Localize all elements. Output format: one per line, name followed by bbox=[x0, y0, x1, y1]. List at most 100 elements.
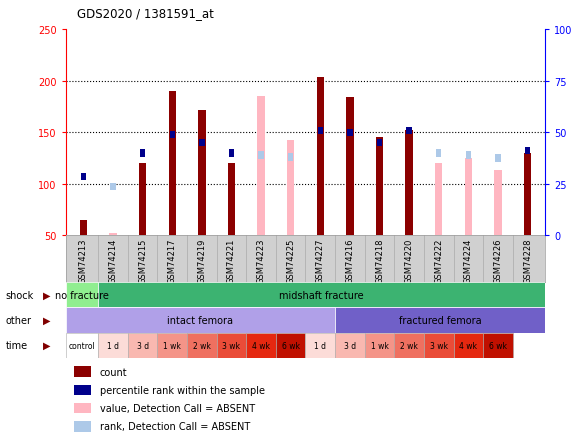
Text: 6 wk: 6 wk bbox=[489, 341, 507, 350]
Text: time: time bbox=[6, 341, 28, 350]
Text: rank, Detection Call = ABSENT: rank, Detection Call = ABSENT bbox=[100, 421, 250, 431]
Bar bbox=[74, 366, 91, 377]
Bar bbox=[288, 154, 293, 161]
Text: shock: shock bbox=[6, 290, 34, 300]
Bar bbox=[187, 333, 216, 358]
Bar bbox=[81, 174, 86, 181]
Bar bbox=[376, 138, 383, 236]
Bar bbox=[347, 129, 352, 137]
Bar bbox=[74, 421, 91, 432]
Bar bbox=[198, 110, 206, 236]
Text: midshaft fracture: midshaft fracture bbox=[279, 290, 364, 300]
Bar bbox=[377, 140, 382, 147]
Text: 1 d: 1 d bbox=[314, 341, 326, 350]
Text: GSM74227: GSM74227 bbox=[316, 238, 325, 283]
Bar bbox=[128, 333, 158, 358]
Bar bbox=[246, 333, 276, 358]
Text: 1 wk: 1 wk bbox=[371, 341, 388, 350]
Bar bbox=[317, 127, 323, 135]
Text: GSM74221: GSM74221 bbox=[227, 238, 236, 283]
Bar bbox=[305, 333, 335, 358]
Bar bbox=[335, 333, 365, 358]
Text: 4 wk: 4 wk bbox=[459, 341, 477, 350]
Bar bbox=[405, 131, 413, 236]
Bar bbox=[66, 308, 335, 333]
Bar bbox=[424, 333, 453, 358]
Text: ▶: ▶ bbox=[43, 341, 50, 350]
Bar bbox=[287, 140, 295, 236]
Text: GSM74219: GSM74219 bbox=[198, 238, 206, 283]
Text: ▶: ▶ bbox=[43, 316, 50, 325]
Text: GSM74223: GSM74223 bbox=[256, 238, 266, 283]
Bar bbox=[495, 155, 501, 162]
Bar bbox=[110, 184, 116, 191]
Bar bbox=[170, 132, 175, 139]
Text: 4 wk: 4 wk bbox=[252, 341, 270, 350]
Bar bbox=[80, 220, 87, 236]
Bar bbox=[365, 333, 395, 358]
Text: 3 d: 3 d bbox=[344, 341, 356, 350]
Bar bbox=[494, 171, 502, 236]
Text: 1 d: 1 d bbox=[107, 341, 119, 350]
Bar bbox=[229, 150, 234, 157]
Text: 3 wk: 3 wk bbox=[430, 341, 448, 350]
Bar bbox=[466, 152, 471, 159]
Text: GSM74218: GSM74218 bbox=[375, 238, 384, 283]
Text: ▶: ▶ bbox=[43, 290, 50, 300]
Bar bbox=[525, 148, 530, 155]
Text: 3 wk: 3 wk bbox=[223, 341, 240, 350]
Bar bbox=[465, 159, 472, 236]
Text: 3 d: 3 d bbox=[136, 341, 148, 350]
Text: GSM74228: GSM74228 bbox=[523, 238, 532, 283]
Text: fractured femora: fractured femora bbox=[399, 316, 481, 325]
Text: intact femora: intact femora bbox=[167, 316, 234, 325]
Text: GSM74224: GSM74224 bbox=[464, 238, 473, 283]
Bar bbox=[140, 150, 145, 157]
Text: GSM74214: GSM74214 bbox=[108, 238, 118, 283]
Bar bbox=[74, 385, 91, 395]
Bar bbox=[228, 164, 235, 236]
Bar bbox=[276, 333, 305, 358]
Text: GSM74217: GSM74217 bbox=[168, 238, 177, 283]
Bar bbox=[258, 97, 265, 236]
Text: GSM74220: GSM74220 bbox=[405, 238, 413, 283]
Text: percentile rank within the sample: percentile rank within the sample bbox=[100, 385, 265, 395]
Text: GSM74222: GSM74222 bbox=[434, 238, 443, 283]
Text: 1 wk: 1 wk bbox=[163, 341, 181, 350]
Text: GSM74225: GSM74225 bbox=[286, 238, 295, 283]
Bar bbox=[66, 283, 98, 308]
Bar bbox=[483, 333, 513, 358]
Bar bbox=[316, 78, 324, 236]
Text: control: control bbox=[69, 341, 95, 350]
Text: GSM74215: GSM74215 bbox=[138, 238, 147, 283]
Bar bbox=[74, 403, 91, 414]
Bar bbox=[453, 333, 483, 358]
Bar bbox=[395, 333, 424, 358]
Text: 2 wk: 2 wk bbox=[193, 341, 211, 350]
Bar bbox=[66, 333, 98, 358]
Bar bbox=[109, 233, 116, 236]
Text: value, Detection Call = ABSENT: value, Detection Call = ABSENT bbox=[100, 403, 255, 413]
Text: GSM74226: GSM74226 bbox=[493, 238, 502, 283]
Bar bbox=[199, 140, 204, 147]
Bar bbox=[435, 164, 443, 236]
Text: 2 wk: 2 wk bbox=[400, 341, 418, 350]
Bar bbox=[524, 154, 531, 236]
Bar bbox=[335, 308, 545, 333]
Text: 6 wk: 6 wk bbox=[282, 341, 300, 350]
Bar bbox=[259, 152, 264, 159]
Bar bbox=[436, 150, 441, 157]
Text: GSM74216: GSM74216 bbox=[345, 238, 355, 283]
Bar bbox=[98, 333, 128, 358]
Bar bbox=[216, 333, 246, 358]
Text: count: count bbox=[100, 367, 127, 377]
Text: GSM74213: GSM74213 bbox=[79, 238, 88, 283]
Bar bbox=[346, 98, 353, 236]
Text: other: other bbox=[6, 316, 32, 325]
Bar bbox=[139, 164, 146, 236]
Bar bbox=[407, 127, 412, 135]
Text: no fracture: no fracture bbox=[55, 290, 109, 300]
Bar bbox=[168, 92, 176, 236]
Text: GDS2020 / 1381591_at: GDS2020 / 1381591_at bbox=[77, 7, 214, 20]
Bar bbox=[158, 333, 187, 358]
